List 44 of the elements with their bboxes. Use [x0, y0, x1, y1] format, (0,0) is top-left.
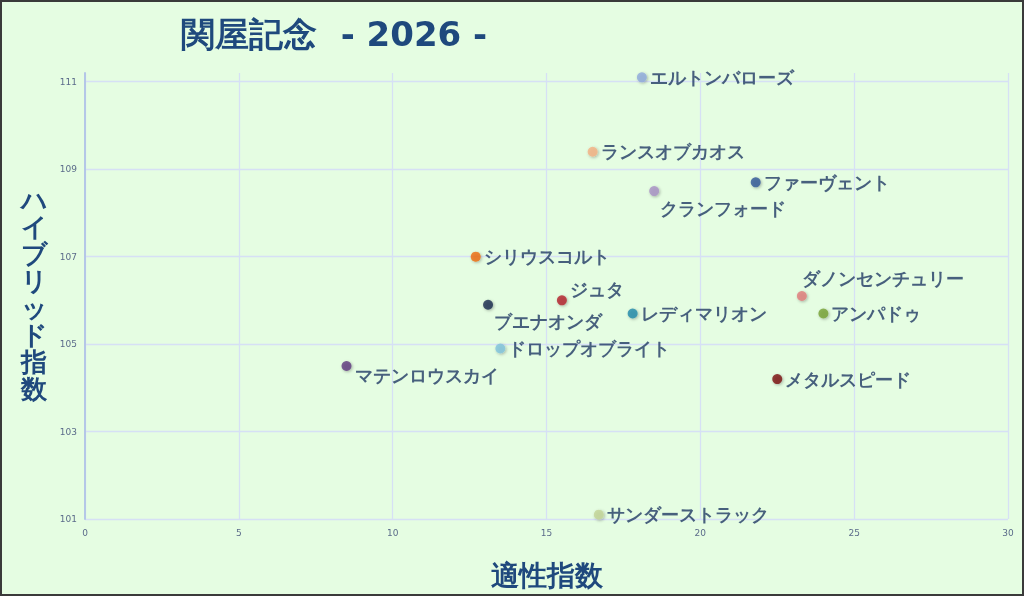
chart-title: 関屋記念 - 2026 - — [181, 14, 488, 54]
point — [495, 343, 506, 354]
point — [636, 72, 647, 83]
series-label: ブエナオンダ — [494, 311, 604, 333]
point — [483, 299, 494, 310]
series-label: クランフォード — [660, 197, 787, 219]
series-label: アンパドゥ — [831, 302, 922, 324]
point — [587, 146, 598, 157]
series-label: マテンロウスカイ — [354, 365, 499, 387]
x-tick-label: 5 — [235, 527, 242, 538]
y-tick-label: 101 — [59, 514, 77, 524]
y-tick-label: 105 — [59, 339, 77, 350]
point — [593, 509, 604, 520]
x-tick-label: 30 — [1002, 527, 1014, 538]
series-label: シリウスコルト — [483, 246, 610, 268]
series-label: サンダーストラック — [606, 504, 769, 526]
x-axis-title: 適性指数 — [490, 558, 604, 592]
y-axis-title: ハイブリッド指数 — [20, 185, 48, 404]
x-tick-label: 20 — [694, 527, 707, 538]
point — [470, 251, 481, 262]
point — [556, 295, 567, 306]
series-label: レディマリオン — [640, 302, 767, 324]
series-label: エルトンバローズ — [649, 66, 795, 88]
series-label: ドロップオブライト — [508, 337, 671, 359]
x-tick-label: 0 — [82, 527, 89, 538]
point — [649, 186, 660, 197]
y-tick-label: 109 — [59, 164, 78, 175]
point — [796, 291, 807, 301]
series-label: ジュタ — [569, 278, 624, 300]
y-tick-label: 111 — [59, 76, 77, 87]
series-label: ランスオブカオス — [600, 141, 745, 163]
point — [750, 177, 761, 188]
y-tick-label: 107 — [59, 251, 77, 262]
x-tick-label: 25 — [848, 527, 860, 538]
series-label: ダノンセンチュリー — [801, 267, 964, 289]
series-label: ファーヴェント — [763, 171, 890, 193]
x-tick-label: 15 — [540, 527, 553, 538]
point — [772, 374, 783, 385]
x-tick-label: 10 — [386, 527, 399, 538]
point — [818, 308, 829, 319]
point — [627, 308, 638, 319]
y-tick-label: 103 — [59, 426, 77, 437]
point — [341, 360, 352, 371]
series-label: メタルスピード — [785, 368, 912, 390]
